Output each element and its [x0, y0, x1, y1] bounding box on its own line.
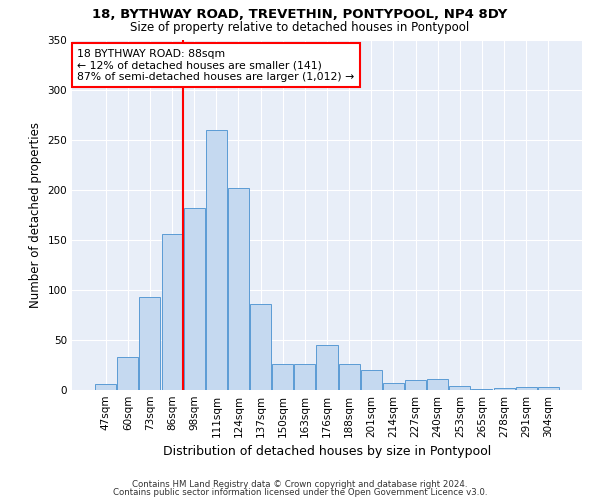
Bar: [228, 188, 249, 390]
Text: 18, BYTHWAY ROAD, TREVETHIN, PONTYPOOL, NP4 8DY: 18, BYTHWAY ROAD, TREVETHIN, PONTYPOOL, …: [92, 8, 508, 20]
X-axis label: Distribution of detached houses by size in Pontypool: Distribution of detached houses by size …: [163, 446, 491, 458]
Bar: [383, 383, 404, 390]
Bar: [118, 357, 139, 390]
Bar: [295, 364, 316, 390]
Text: Contains HM Land Registry data © Crown copyright and database right 2024.: Contains HM Land Registry data © Crown c…: [132, 480, 468, 489]
Bar: [361, 370, 382, 390]
Bar: [427, 379, 448, 390]
Bar: [139, 297, 160, 390]
Y-axis label: Number of detached properties: Number of detached properties: [29, 122, 42, 308]
Text: Contains public sector information licensed under the Open Government Licence v3: Contains public sector information licen…: [113, 488, 487, 497]
Bar: [494, 388, 515, 390]
Bar: [538, 387, 559, 390]
Bar: [316, 345, 338, 390]
Bar: [405, 380, 426, 390]
Text: Size of property relative to detached houses in Pontypool: Size of property relative to detached ho…: [130, 21, 470, 34]
Bar: [95, 384, 116, 390]
Bar: [250, 304, 271, 390]
Bar: [472, 389, 493, 390]
Bar: [449, 386, 470, 390]
Bar: [515, 387, 536, 390]
Bar: [206, 130, 227, 390]
Text: 18 BYTHWAY ROAD: 88sqm
← 12% of detached houses are smaller (141)
87% of semi-de: 18 BYTHWAY ROAD: 88sqm ← 12% of detached…: [77, 49, 355, 82]
Bar: [338, 364, 359, 390]
Bar: [272, 364, 293, 390]
Bar: [184, 208, 205, 390]
Bar: [161, 234, 182, 390]
